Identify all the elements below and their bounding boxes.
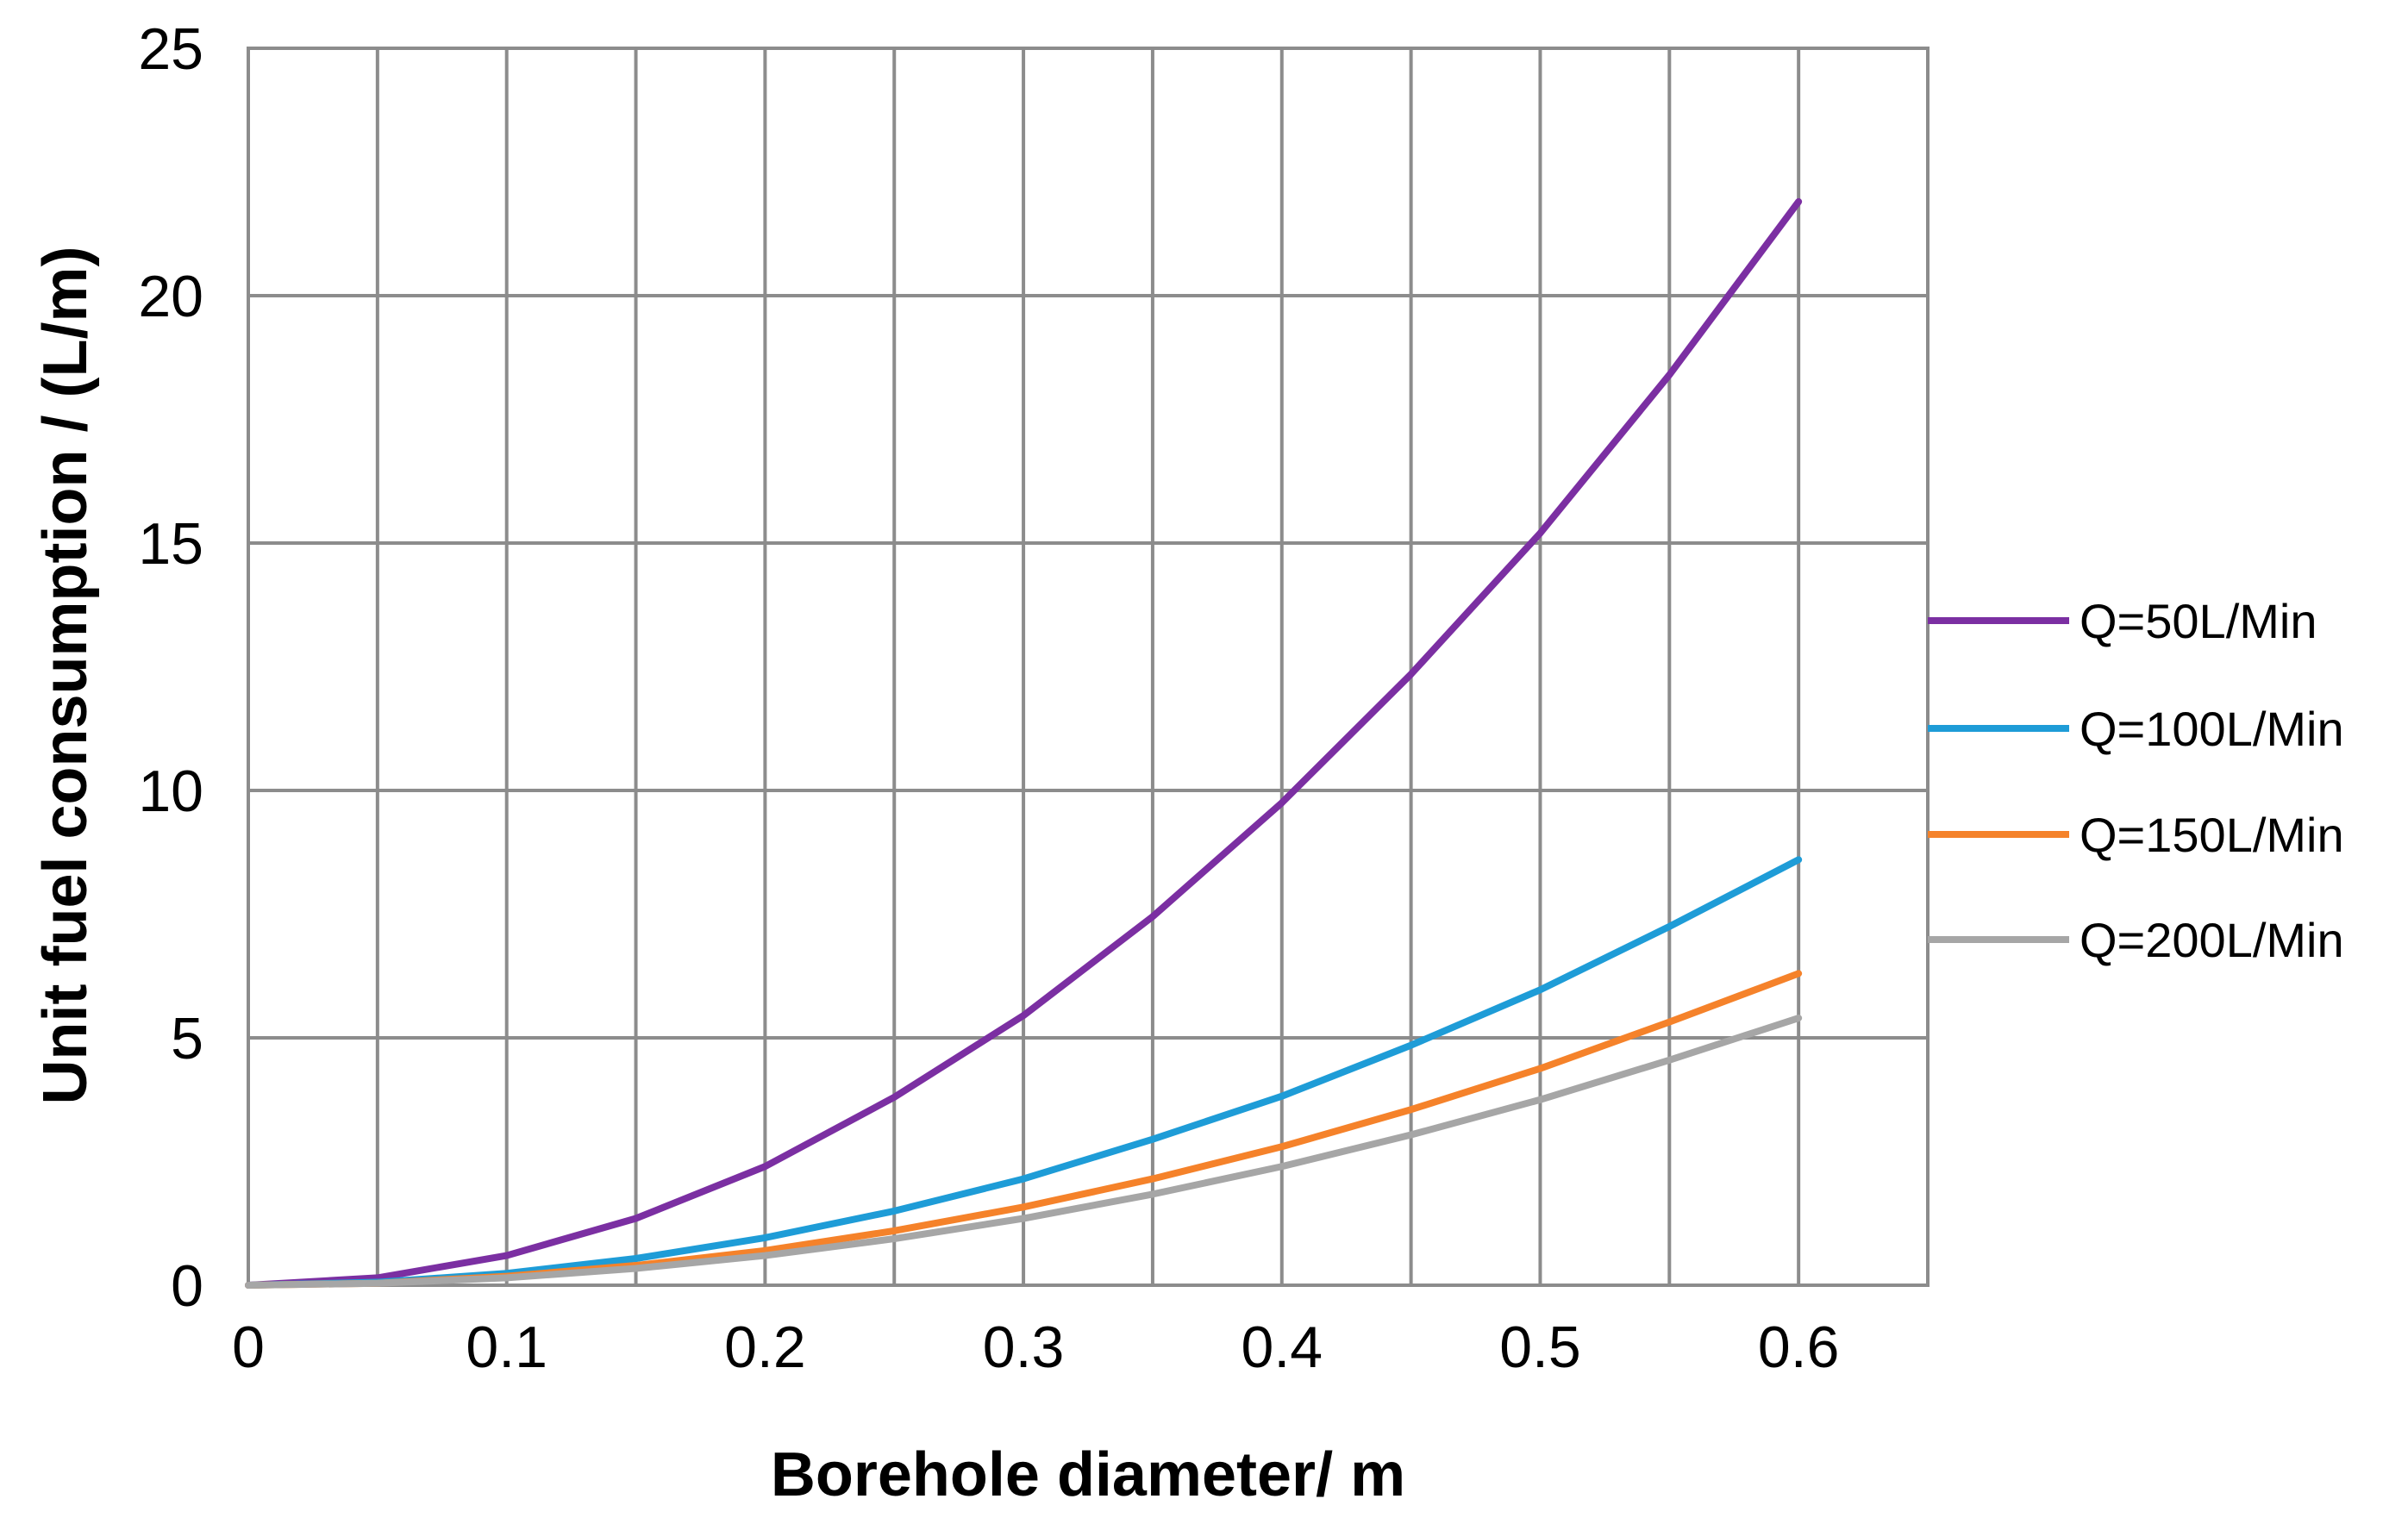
- legend-label: Q=200L/Min: [2080, 913, 2344, 967]
- y-tick-label: 15: [138, 511, 203, 577]
- y-tick-label: 10: [138, 759, 203, 824]
- x-tick-label: 0.6: [1758, 1315, 1840, 1380]
- legend-label: Q=50L/Min: [2080, 594, 2317, 648]
- y-axis-title: Unit fuel consumption / (L/m): [31, 247, 100, 1105]
- x-axis-title: Borehole diameter/ m: [771, 1440, 1405, 1509]
- y-tick-label: 20: [138, 264, 203, 329]
- x-tick-label: 0.1: [466, 1315, 547, 1380]
- legend: Q=50L/Min Q=100L/Min Q=150L/Min Q=200L/Min: [1928, 594, 2344, 967]
- legend-label: Q=100L/Min: [2080, 702, 2344, 756]
- y-tick-label: 5: [171, 1006, 203, 1071]
- plot-area-border: [247, 47, 1930, 1287]
- x-tick-label: 0.4: [1242, 1315, 1323, 1380]
- x-tick-label: 0.2: [724, 1315, 806, 1380]
- series-line-4: [245, 1015, 1803, 1289]
- x-axis-tick-labels: 0 0.1 0.2 0.3 0.4 0.5 0.6: [232, 1315, 1839, 1380]
- legend-label: Q=150L/Min: [2080, 808, 2344, 862]
- series-line-1: [245, 197, 1803, 1289]
- grid: [248, 48, 1928, 1285]
- y-axis-tick-labels: 0 5 10 15 20 25: [138, 16, 203, 1319]
- x-tick-label: 0.3: [983, 1315, 1065, 1380]
- series-lines: [245, 197, 1803, 1289]
- y-tick-label: 25: [138, 16, 203, 82]
- x-tick-label: 0: [232, 1315, 265, 1380]
- y-tick-label: 0: [171, 1253, 203, 1319]
- x-tick-label: 0.5: [1499, 1315, 1581, 1380]
